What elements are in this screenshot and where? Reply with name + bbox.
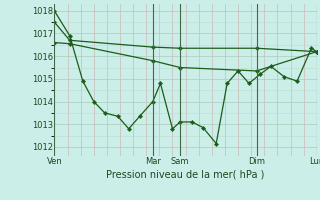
X-axis label: Pression niveau de la mer( hPa ): Pression niveau de la mer( hPa ) <box>107 169 265 179</box>
